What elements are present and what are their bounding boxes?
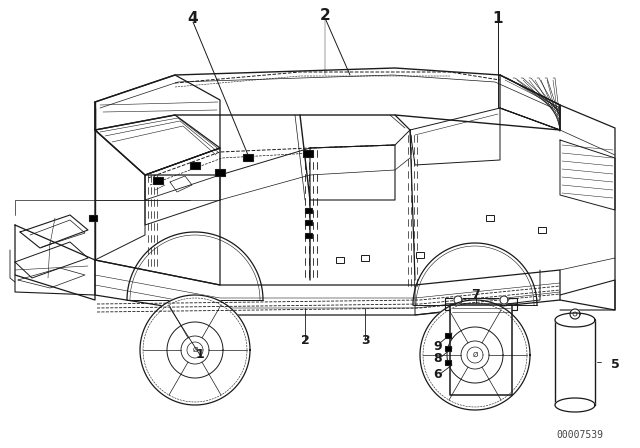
Polygon shape [555, 313, 595, 327]
Text: Ø: Ø [472, 352, 477, 358]
FancyBboxPatch shape [305, 220, 312, 224]
Polygon shape [187, 342, 203, 358]
Polygon shape [423, 303, 527, 407]
Polygon shape [573, 312, 577, 316]
Bar [486, 215, 494, 221]
Polygon shape [461, 341, 489, 369]
FancyBboxPatch shape [190, 161, 200, 168]
Polygon shape [570, 309, 580, 319]
Polygon shape [181, 336, 209, 364]
FancyBboxPatch shape [215, 168, 225, 176]
Text: 1: 1 [196, 349, 204, 362]
Text: 4: 4 [188, 10, 198, 26]
Bar [416, 252, 424, 258]
FancyBboxPatch shape [243, 154, 253, 160]
Text: 8: 8 [434, 352, 442, 365]
FancyBboxPatch shape [303, 150, 313, 156]
Text: 00007539: 00007539 [557, 430, 604, 440]
Text: 1: 1 [493, 10, 503, 26]
Polygon shape [140, 295, 250, 405]
Polygon shape [143, 298, 247, 402]
Polygon shape [555, 398, 595, 412]
Text: 6: 6 [434, 367, 442, 380]
FancyBboxPatch shape [89, 215, 97, 221]
Text: 9: 9 [434, 340, 442, 353]
FancyBboxPatch shape [445, 345, 451, 350]
FancyBboxPatch shape [445, 359, 451, 365]
Text: 5: 5 [611, 358, 620, 370]
Bar [361, 255, 369, 261]
Text: 3: 3 [361, 333, 369, 346]
FancyBboxPatch shape [305, 207, 312, 212]
Text: 2: 2 [319, 8, 330, 22]
Polygon shape [454, 296, 462, 304]
Polygon shape [467, 347, 483, 363]
Polygon shape [447, 327, 503, 383]
Bar [538, 227, 546, 233]
Polygon shape [500, 296, 508, 304]
Text: 7: 7 [472, 289, 481, 302]
Text: Ø: Ø [192, 347, 198, 353]
FancyBboxPatch shape [153, 177, 163, 184]
FancyBboxPatch shape [445, 332, 451, 337]
Polygon shape [420, 300, 530, 410]
Bar [336, 257, 344, 263]
FancyBboxPatch shape [305, 233, 312, 237]
Polygon shape [167, 322, 223, 378]
Text: 2: 2 [301, 333, 309, 346]
